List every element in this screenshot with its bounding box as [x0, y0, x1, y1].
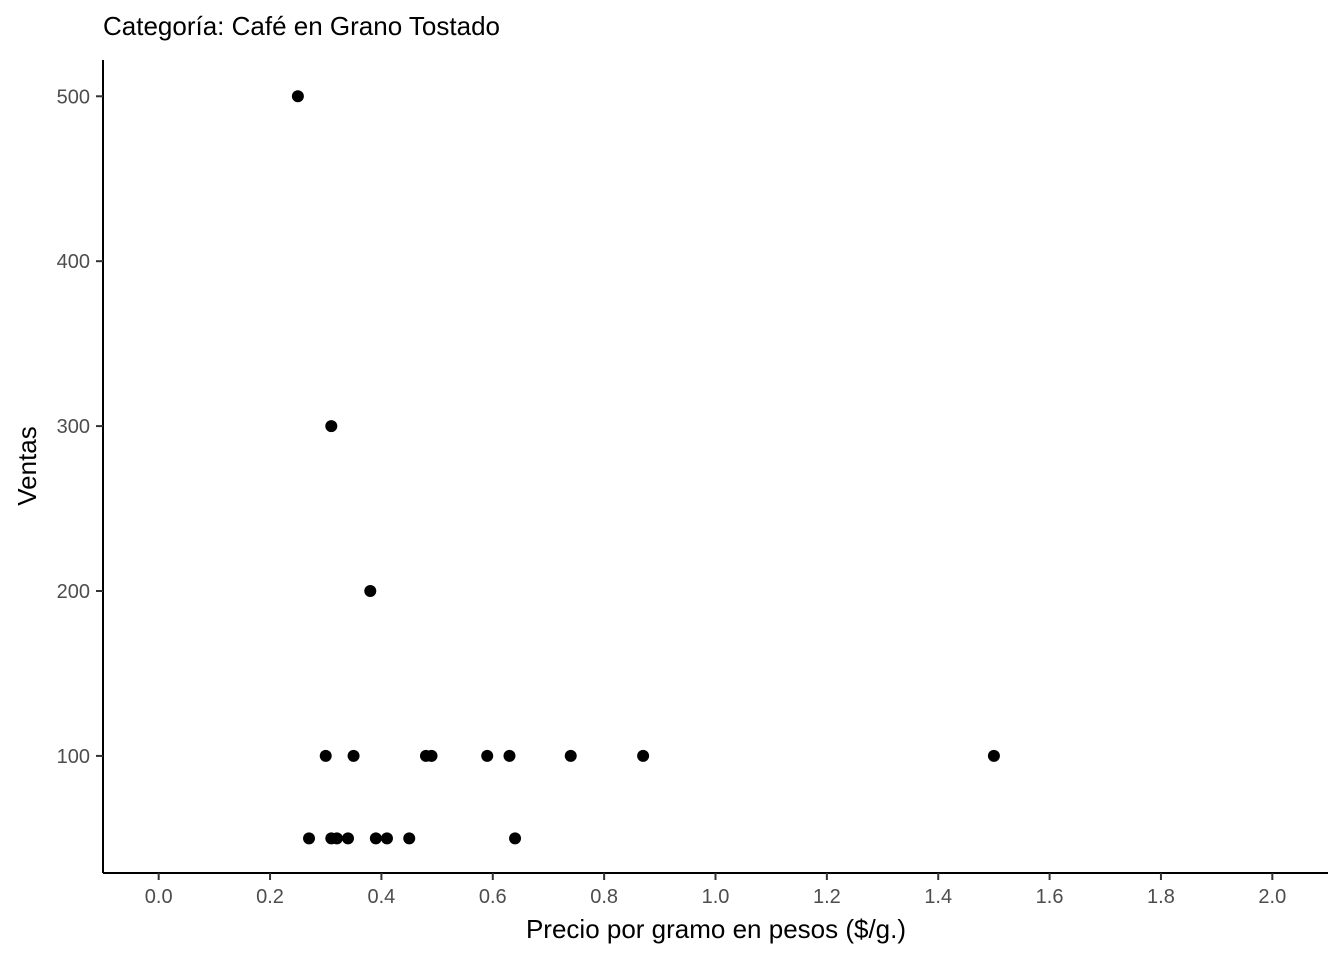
x-axis-ticks: 0.0 0.2 0.4 0.6 0.8 1.0 1.2 1.4 1.6 1.8 2.0 [145, 873, 1286, 908]
x-tick-label: 1.2 [813, 886, 841, 908]
data-point [330, 832, 343, 845]
data-point [291, 90, 304, 103]
data-point [369, 832, 382, 845]
y-axis-ticks: 100 200 300 400 500 [57, 86, 103, 768]
y-tick-label: 500 [57, 86, 90, 108]
data-point [380, 832, 393, 845]
y-axis-title: Ventas [12, 426, 42, 506]
data-point [347, 749, 360, 762]
x-tick-label: 2.0 [1258, 886, 1286, 908]
x-tick-label: 1.8 [1147, 886, 1175, 908]
x-tick-label: 0.6 [479, 886, 507, 908]
data-point [325, 420, 338, 433]
data-point [319, 749, 332, 762]
x-tick-label: 0.0 [145, 886, 173, 908]
x-tick-label: 0.4 [368, 886, 396, 908]
x-tick-label: 1.0 [702, 886, 730, 908]
data-point [509, 832, 522, 845]
data-point [403, 832, 416, 845]
data-point [364, 585, 377, 598]
x-tick-label: 1.6 [1036, 886, 1064, 908]
data-point [503, 749, 516, 762]
plot-area [291, 90, 1000, 845]
data-point [987, 749, 1000, 762]
data-point [637, 749, 650, 762]
y-tick-label: 400 [57, 251, 90, 273]
data-point [303, 832, 316, 845]
x-tick-label: 1.4 [924, 886, 952, 908]
data-point [481, 749, 494, 762]
x-tick-label: 0.2 [256, 886, 284, 908]
y-tick-label: 300 [57, 416, 90, 438]
y-tick-label: 200 [57, 581, 90, 603]
chart-title: Categoría: Café en Grano Tostado [103, 11, 500, 41]
data-point [425, 749, 438, 762]
x-axis-title: Precio por gramo en pesos ($/g.) [526, 914, 906, 944]
x-tick-label: 0.8 [590, 886, 618, 908]
data-point [564, 749, 577, 762]
y-tick-label: 100 [57, 746, 90, 768]
data-point [342, 832, 354, 845]
